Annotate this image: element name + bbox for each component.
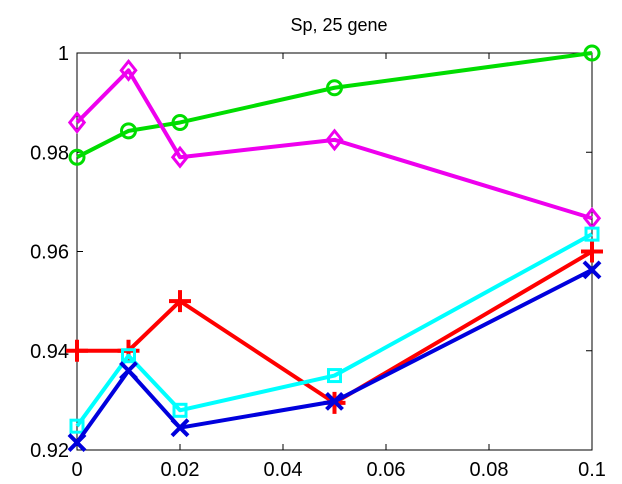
data-point-x (119, 361, 138, 381)
data-point-circle (326, 79, 343, 97)
series-square (69, 226, 600, 434)
data-point-x (582, 260, 602, 280)
x-tick-label: 0.02 (161, 459, 200, 481)
series-line (75, 68, 593, 221)
data-point-diamond (119, 58, 138, 82)
data-point-circle (171, 113, 189, 131)
series-layer (66, 44, 603, 452)
series-circle (68, 44, 601, 166)
data-point-diamond (170, 145, 190, 169)
data-point-x (325, 391, 344, 411)
data-point-circle (583, 44, 601, 62)
data-point-square (327, 368, 342, 384)
data-point-x (67, 433, 87, 452)
data-point-x (170, 418, 190, 438)
data-point-diamond (67, 111, 87, 134)
data-point-plus (169, 290, 191, 313)
x-tick-label: 0.06 (367, 459, 406, 481)
x-tick-label: 0.08 (470, 459, 509, 481)
data-point-square (69, 418, 85, 434)
chart-title: Sp, 25 gene (290, 15, 387, 35)
data-point-square (584, 226, 600, 242)
y-tick-label: 0.96 (30, 242, 69, 264)
y-tick-label: 0.98 (30, 142, 69, 164)
y-tick-label: 0.92 (30, 440, 69, 462)
data-point-square (121, 348, 136, 364)
data-point-plus (66, 339, 88, 362)
axis-ticks: 0 0.02 0.04 0.06 0.08 0.1 0.92 0.94 0.96 0.98 1 (30, 43, 606, 481)
data-point-square (172, 402, 188, 418)
x-tick-label: 0.1 (578, 459, 606, 481)
series-line (76, 51, 593, 159)
y-tick-label: 1 (58, 43, 69, 65)
series-x (67, 260, 602, 452)
x-tick-label: 0.04 (264, 459, 303, 481)
data-point-diamond (325, 128, 344, 152)
y-tick-label: 0.94 (30, 341, 69, 363)
data-point-circle (120, 122, 137, 140)
data-point-circle (68, 148, 86, 166)
x-tick-label: 0 (71, 459, 82, 481)
data-point-plus (581, 240, 603, 263)
series-line (75, 232, 593, 428)
